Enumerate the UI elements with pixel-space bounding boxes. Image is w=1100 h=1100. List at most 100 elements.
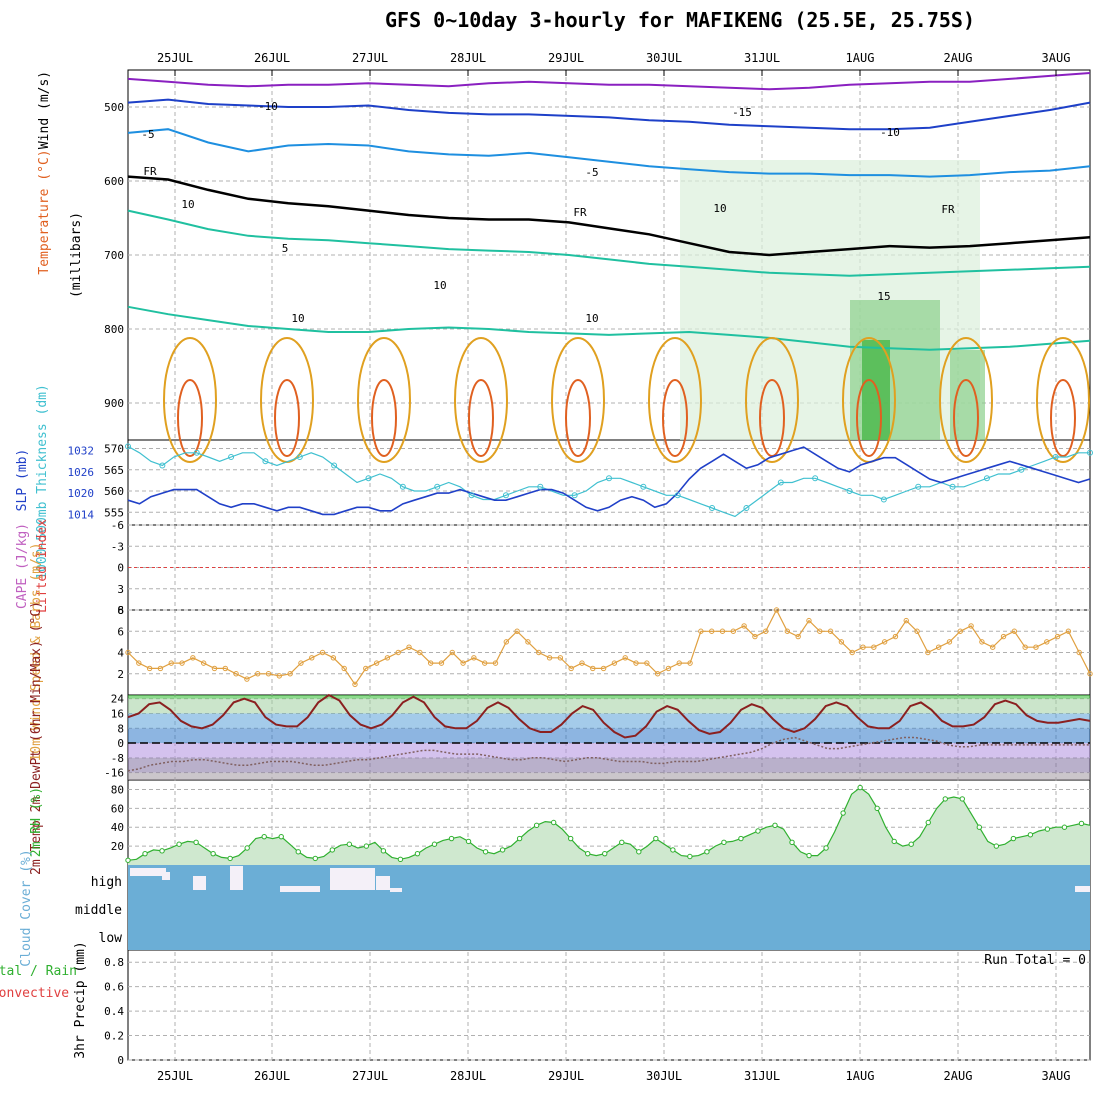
thickness-point bbox=[537, 483, 544, 490]
isotherm-t-15 bbox=[127, 72, 1091, 91]
rh2m-point bbox=[772, 822, 778, 829]
wind10-point bbox=[622, 655, 628, 661]
cloud-level-label: high bbox=[91, 875, 122, 890]
contour-label: -10 bbox=[880, 126, 900, 139]
rh2m-point bbox=[704, 849, 710, 855]
wind10-point bbox=[838, 639, 845, 645]
isotherm-warm-loop bbox=[551, 337, 605, 463]
rh2m-point bbox=[567, 835, 574, 842]
wind10-point bbox=[136, 660, 142, 666]
wind10-point bbox=[644, 660, 650, 666]
temp-band bbox=[128, 772, 1090, 780]
wind10-point bbox=[914, 628, 920, 634]
rh2m-point bbox=[159, 848, 165, 854]
date-label-top: 28JUL bbox=[450, 51, 486, 65]
rh2m-point bbox=[1061, 824, 1068, 830]
isotherm-hot-loop bbox=[371, 379, 397, 457]
cloud-gap bbox=[1075, 886, 1090, 892]
wind10-point bbox=[146, 665, 153, 672]
rh2m-point bbox=[670, 847, 676, 853]
rh2m-point bbox=[636, 849, 642, 855]
isotherm-warm-loop bbox=[357, 337, 411, 463]
wind10-point bbox=[373, 660, 380, 666]
isotherm-t-0 bbox=[127, 175, 1091, 257]
rh-shading bbox=[862, 340, 890, 440]
isotherm-hot-loop bbox=[177, 379, 203, 457]
wind10-point bbox=[298, 660, 304, 666]
isotherm-hot-loop bbox=[565, 379, 591, 457]
wind10-point bbox=[687, 660, 693, 666]
rh2m-point bbox=[942, 796, 948, 802]
lifted-tick: -3 bbox=[111, 540, 124, 553]
wind10-point bbox=[492, 660, 499, 666]
rh2m-point bbox=[176, 841, 182, 847]
thickness-point bbox=[949, 483, 956, 490]
wind10-point bbox=[957, 628, 963, 634]
thickness-point bbox=[1087, 449, 1093, 456]
slp-tick: 1014 bbox=[68, 508, 95, 521]
wind10-point bbox=[665, 665, 672, 672]
rh2m-point bbox=[602, 850, 608, 857]
rh2m-point bbox=[499, 847, 506, 853]
precip-convective-label: Convective bbox=[0, 986, 69, 1001]
precip-tick: 0.4 bbox=[104, 1005, 124, 1018]
thickness-point bbox=[846, 488, 853, 494]
rh2m-point bbox=[823, 845, 829, 851]
wind10-point bbox=[319, 649, 326, 656]
wind10-point bbox=[881, 639, 888, 645]
rh2m-point bbox=[840, 810, 846, 816]
precip-tick: 0.8 bbox=[104, 956, 124, 969]
temp2m-line bbox=[127, 693, 1091, 739]
slp-tick: 1032 bbox=[68, 445, 95, 458]
thickness-point bbox=[1052, 454, 1059, 460]
cloud-gap bbox=[390, 888, 402, 892]
slp-line bbox=[127, 446, 1091, 516]
thickness-tick: 555 bbox=[104, 506, 124, 519]
isotherm-hot-loop bbox=[468, 379, 494, 457]
wind10-point bbox=[1022, 644, 1028, 650]
wind10-point bbox=[795, 633, 801, 640]
thickness-point bbox=[571, 492, 578, 499]
rh2m-point bbox=[993, 843, 1000, 849]
thickness-tick: 570 bbox=[104, 443, 124, 456]
date-label-top: 31JUL bbox=[744, 51, 780, 65]
pressure-tick: 600 bbox=[104, 175, 124, 188]
rh2m-point bbox=[976, 824, 983, 830]
rh2m-point bbox=[278, 833, 284, 840]
rh2m-point bbox=[329, 847, 336, 853]
wind10-point bbox=[525, 639, 531, 645]
temp2m-tick: 8 bbox=[117, 722, 124, 735]
precip-tick: 0.6 bbox=[104, 981, 124, 994]
temp-band bbox=[128, 713, 1090, 729]
contour-label: FR bbox=[143, 165, 157, 178]
rh2m-point bbox=[363, 843, 370, 849]
rh2m-point bbox=[755, 828, 761, 834]
isotherm-hot-loop bbox=[953, 379, 979, 457]
rh2m-line bbox=[127, 786, 1091, 861]
rh2m-tick: 20 bbox=[111, 840, 124, 853]
isotherm-t-10 bbox=[127, 98, 1091, 131]
date-label-top: 1AUG bbox=[846, 51, 875, 65]
thickness-point bbox=[228, 454, 235, 460]
date-label-bottom: 25JUL bbox=[157, 1069, 193, 1083]
slp-axis-label: SLP (mb) bbox=[15, 449, 30, 512]
wind10-point bbox=[546, 655, 553, 661]
isotherm-warm-loop bbox=[939, 337, 993, 463]
thickness-point bbox=[606, 475, 612, 482]
rh2m-point bbox=[874, 805, 880, 812]
rh2m-point bbox=[397, 856, 404, 863]
date-label-top: 2AUG bbox=[944, 51, 973, 65]
contour-label: -5 bbox=[585, 166, 598, 179]
wind10-tick: 6 bbox=[117, 625, 124, 638]
thickness-point bbox=[640, 483, 647, 490]
wind10-point bbox=[946, 639, 953, 645]
isotherm-hot-loop bbox=[856, 379, 882, 457]
thickness-point bbox=[159, 462, 166, 469]
cloud-gap bbox=[230, 866, 243, 890]
wind10-point bbox=[1011, 628, 1018, 634]
wind10-point bbox=[1087, 671, 1093, 677]
date-label-bottom: 2AUG bbox=[944, 1069, 973, 1083]
isotherm-warm-loop bbox=[1036, 337, 1090, 463]
rh2m-point bbox=[1078, 820, 1085, 827]
rh2m-point bbox=[585, 850, 591, 857]
